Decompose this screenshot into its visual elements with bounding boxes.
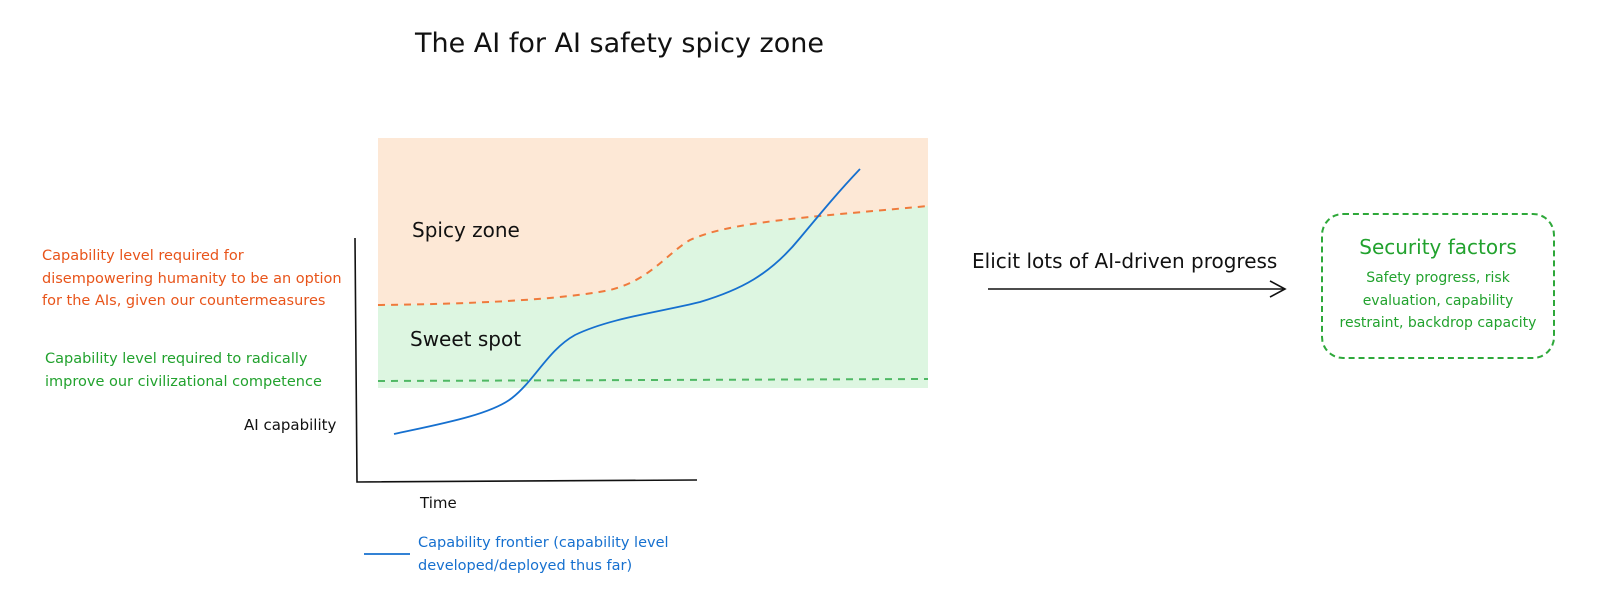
chart-axes [354,237,698,483]
disempower-line-2: disempowering humanity to be an option [42,270,342,287]
competence-line-1: Capability level required to radically [45,351,308,367]
x-axis-label: Time [420,494,457,512]
diagram-title: The AI for AI safety spicy zone [415,28,824,59]
disempower-line-1: Capability level required for [42,248,244,264]
sweet-spot-region [378,206,928,388]
security-factors-line-1: Safety progress, risk [1366,270,1510,286]
progress-arrow-head [1269,280,1287,298]
frontier-legend-text: Capability frontier (capability level de… [418,532,669,577]
competence-threshold-line [377,378,929,382]
security-factors-line-2: evaluation, capability [1362,292,1514,309]
sweet-spot-label: Sweet spot [410,327,522,351]
disempowerment-threshold-line [377,205,929,306]
arrow-label: Elicit lots of AI-driven progress [972,249,1278,273]
security-factors-text: Safety progress, risk evaluation, capabi… [1323,267,1553,335]
spicy-zone-label: Spicy zone [412,218,520,242]
capability-frontier-curve [393,168,861,435]
competence-threshold-text: Capability level required to radically i… [45,348,322,393]
security-factors-box: Security factors Safety progress, risk e… [1321,213,1555,359]
security-factors-line-3: restraint, backdrop capacity [1339,315,1537,331]
disempower-threshold-text: Capability level required for disempower… [42,245,342,313]
disempower-line-3: for the AIs, given our countermeasures [42,293,326,309]
legend-line-1: Capability frontier (capability level [418,535,669,551]
legend-line-2: developed/deployed thus far) [418,557,633,574]
security-factors-title: Security factors [1359,235,1517,259]
y-axis-label: AI capability [244,416,337,434]
competence-line-2: improve our civilizational competence [45,373,322,390]
